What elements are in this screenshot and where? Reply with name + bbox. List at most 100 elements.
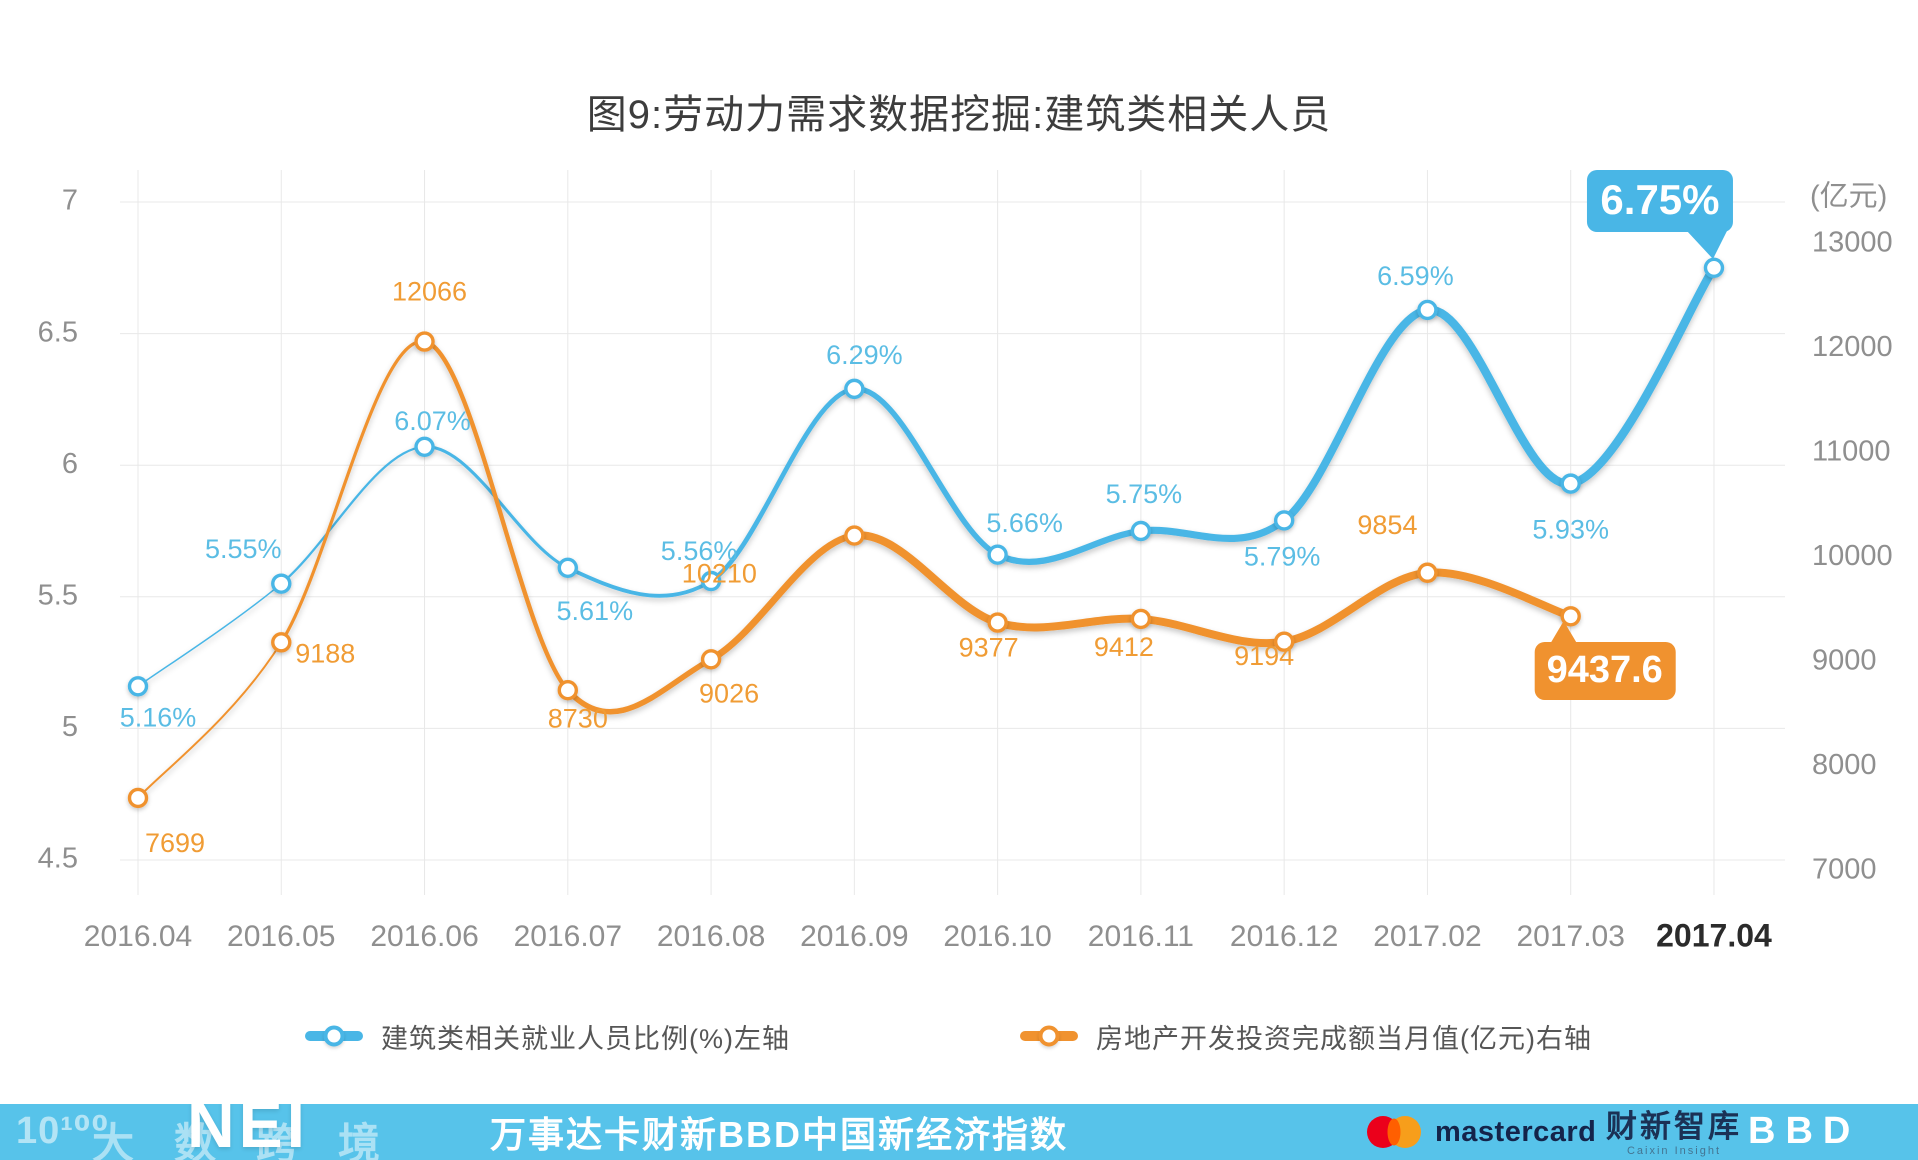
x-axis-label: 2016.11: [1088, 920, 1194, 953]
blue-series-point-marker: [700, 570, 722, 592]
blue-series-data-label: 5.55%: [205, 534, 282, 564]
right-axis-tick: 13000: [1812, 227, 1893, 259]
bbd-logo: BBD: [1748, 1110, 1861, 1152]
orange-series-point-marker: [1560, 606, 1581, 627]
x-axis-label: 2016.10: [943, 920, 1051, 953]
blue-series-line-segment: [1280, 305, 1432, 525]
legend-item-orange-series[interactable]: 房地产开发投资完成额当月值(亿元)右轴: [1020, 1014, 1592, 1058]
left-axis-tick: 7: [62, 185, 78, 217]
orange-series-point-marker: [1273, 631, 1295, 652]
blue-series-point-marker: [557, 557, 579, 579]
nei-logo: NEI: [187, 1104, 310, 1160]
orange-legend-marker-icon: [1020, 1025, 1078, 1047]
blue-series-point-marker: [1560, 473, 1581, 494]
blue-legend-marker-icon: [305, 1025, 363, 1047]
legend-item-blue-series[interactable]: 建筑类相关就业人员比例(%)左轴: [305, 1014, 790, 1058]
blue-series-data-label: 5.79%: [1244, 542, 1321, 572]
right-axis-tick: 11000: [1812, 436, 1891, 468]
orange-series-data-label: 9188: [295, 638, 355, 668]
caixin-wordmark: 财新智库: [1606, 1109, 1742, 1144]
blue-series-point-marker: [1417, 299, 1438, 321]
line-chart: 7 6.5 6 5.5 5 4.5 (亿元) 13000 12000 11000 10000 9000…: [38, 170, 1893, 954]
caixin-sublabel: Caixin Insight: [1626, 1145, 1722, 1157]
caixin-insight-logo: 财新智库 Caixin Insight: [1606, 1111, 1742, 1157]
blue-series-line-segment: [1566, 263, 1719, 488]
orange-series-data-label: 10210: [682, 559, 757, 589]
x-axis-label: 2016.05: [227, 920, 335, 953]
watermark-text: 大数跨境: [92, 1120, 421, 1160]
blue-series-line-segment: [708, 386, 857, 584]
orange-series-point-marker: [127, 787, 149, 809]
orange-series-data-label: 9854: [1357, 510, 1417, 540]
blue-series-line-segment: [1137, 516, 1288, 543]
blue-series-line-segment: [994, 527, 1145, 566]
orange-series-line-segment: [137, 641, 283, 799]
blue-series-point-marker: [1703, 257, 1725, 278]
orange-series-point-marker: [987, 612, 1008, 633]
axis-labels: 7 6.5 6 5.5 5 4.5 (亿元) 13000 12000 11000 10000 9000…: [38, 180, 1893, 954]
orange-series-point-marker: [557, 680, 579, 701]
orange-series-line-segment: [850, 531, 1002, 627]
orange-series-line-segment: [279, 339, 427, 644]
blue-series-data-label: 5.61%: [557, 596, 634, 626]
orange-series-point-marker: [844, 525, 865, 546]
blue-series-data-label: 5.16%: [120, 702, 197, 732]
orange-series-line-segment: [422, 339, 571, 693]
orange-series-point-marker: [700, 649, 722, 670]
footer-brand-bar: 10¹⁰⁰ 大数跨境 NEI 万事达卡财新BBD中国新经济指数 masterca…: [0, 1104, 1918, 1160]
blue-series-markers: [127, 257, 1725, 697]
grid-lines: [120, 170, 1785, 895]
left-axis-tick: 5: [62, 711, 78, 743]
x-axis-label: 2017.02: [1373, 920, 1481, 953]
blue-series-line-segment: [280, 445, 426, 585]
x-axis-label: 2017.03: [1516, 920, 1624, 953]
blue-series-line: [137, 263, 1719, 688]
orange-series-data-label: 8730: [548, 703, 608, 733]
right-axis-tick: 12000: [1812, 331, 1893, 363]
chart-legend: 建筑类相关就业人员比例(%)左轴 房地产开发投资完成额当月值(亿元)右轴: [0, 1014, 1918, 1058]
blue-highlight-callout: 6.75%: [1586, 170, 1733, 259]
orange-series-data-label: 9377: [959, 633, 1019, 663]
callout-value: 9437.6: [1547, 649, 1663, 691]
x-axis-label: 2017.04: [1656, 917, 1772, 953]
legend-label: 建筑类相关就业人员比例(%)左轴: [381, 1023, 790, 1054]
blue-series-data-label: 5.66%: [986, 508, 1063, 538]
x-axis-label: 2016.04: [84, 920, 192, 953]
orange-series-point-marker: [414, 331, 435, 352]
orange-series-line-segment: [1136, 614, 1289, 648]
blue-series-point-marker: [1273, 510, 1295, 531]
blue-series-data-label: 6.59%: [1377, 261, 1454, 291]
data-labels: 5.16% 5.55% 6.07% 5.61% 5.56% 6.29% 5.66% 5.75%…: [120, 261, 1609, 858]
mastercard-wordmark: mastercard: [1435, 1115, 1597, 1148]
orange-series-data-label: 9026: [699, 678, 759, 708]
x-axis-label: 2016.08: [657, 920, 765, 953]
orange-series-data-label: 9412: [1094, 632, 1154, 662]
chart-title: 图9:劳动力需求数据挖掘:建筑类相关人员: [586, 93, 1332, 137]
blue-series-data-label: 6.29%: [826, 340, 903, 370]
orange-highlight-callout: 9437.6: [1534, 621, 1676, 700]
mastercard-logo: mastercard: [1363, 1113, 1596, 1151]
orange-series-data-label: 7699: [145, 828, 205, 858]
blue-series-line-segment: [137, 582, 283, 688]
blue-series-point-marker: [127, 676, 149, 697]
blue-series-point-marker: [1130, 520, 1152, 542]
orange-series-data-label: 12066: [392, 277, 467, 307]
orange-series-data-label: 9194: [1234, 641, 1294, 671]
x-axis-label: 2016.06: [370, 920, 478, 953]
callout-pointer: [1686, 231, 1727, 259]
left-axis-tick: 6.5: [38, 316, 78, 348]
mastercard-circles-icon: [1367, 1116, 1421, 1148]
orange-series-line-segment: [565, 656, 714, 715]
blue-series-data-label: 5.93%: [1532, 515, 1609, 545]
blue-series-data-label: 5.56%: [661, 536, 738, 566]
blue-series-line-segment: [1423, 305, 1575, 488]
legend-label: 房地产开发投资完成额当月值(亿元)右轴: [1096, 1023, 1592, 1054]
orange-series-line-segment: [707, 532, 858, 663]
x-axis-label: 2016.07: [514, 920, 622, 953]
blue-series-point-marker: [414, 436, 435, 457]
right-axis-tick: 9000: [1812, 645, 1877, 677]
right-axis-tick: 7000: [1812, 854, 1877, 886]
left-axis-tick: 5.5: [38, 579, 78, 611]
blue-series-line-segment: [851, 386, 1001, 558]
